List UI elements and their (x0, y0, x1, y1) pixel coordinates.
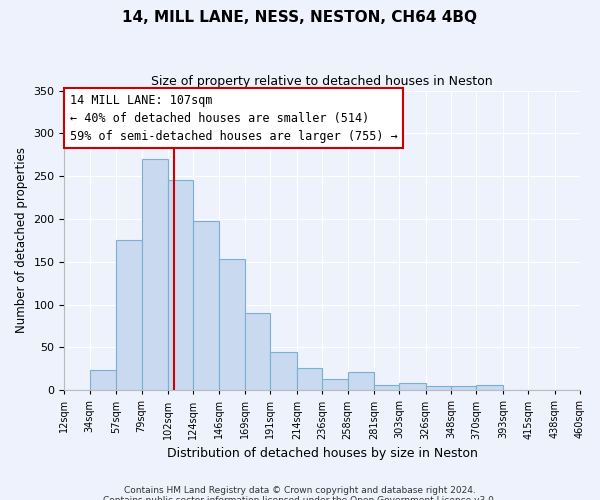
Bar (245, 313, 271, 390)
Y-axis label: Number of detached properties: Number of detached properties (15, 148, 28, 334)
Title: Size of property relative to detached houses in Neston: Size of property relative to detached ho… (151, 75, 493, 88)
Bar (271, 352, 297, 391)
Bar (168, 180, 193, 390)
Bar (322, 379, 347, 390)
Text: Contains public sector information licensed under the Open Government Licence v3: Contains public sector information licen… (103, 496, 497, 500)
Bar (218, 259, 245, 390)
Bar (347, 372, 374, 390)
Text: 14 MILL LANE: 107sqm
← 40% of detached houses are smaller (514)
59% of semi-deta: 14 MILL LANE: 107sqm ← 40% of detached h… (70, 94, 397, 142)
Bar (193, 220, 218, 390)
Bar (297, 368, 322, 390)
Text: Contains HM Land Registry data © Crown copyright and database right 2024.: Contains HM Land Registry data © Crown c… (124, 486, 476, 495)
Text: 14, MILL LANE, NESS, NESTON, CH64 4BQ: 14, MILL LANE, NESS, NESTON, CH64 4BQ (122, 10, 478, 25)
Bar (142, 159, 168, 390)
Bar (426, 386, 451, 390)
Bar (400, 382, 426, 390)
Bar (116, 240, 142, 390)
Bar (374, 385, 400, 390)
Bar (90, 370, 116, 390)
Bar (476, 385, 503, 390)
X-axis label: Distribution of detached houses by size in Neston: Distribution of detached houses by size … (167, 447, 478, 460)
Bar (451, 386, 476, 390)
